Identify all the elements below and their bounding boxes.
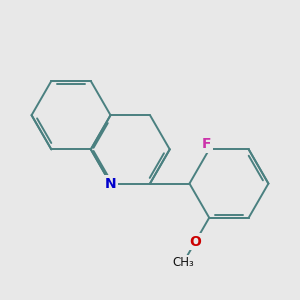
Text: O: O bbox=[190, 235, 201, 249]
Text: CH₃: CH₃ bbox=[173, 256, 194, 269]
Text: N: N bbox=[105, 177, 116, 190]
Text: F: F bbox=[202, 137, 211, 151]
